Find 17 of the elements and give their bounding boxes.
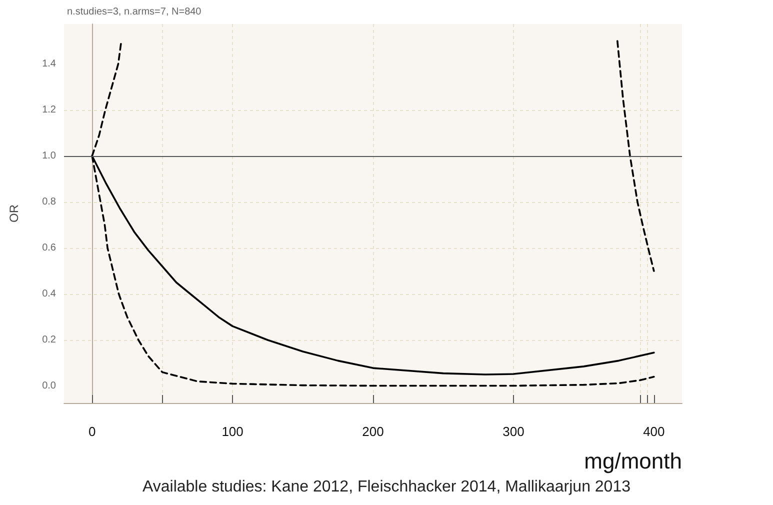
- x-tick-label: 0: [88, 424, 96, 439]
- y-tick-label: 0.6: [42, 242, 56, 254]
- y-tick-label: 1.4: [42, 58, 56, 70]
- chart-title: n.studies=3, n.arms=7, N=840: [67, 6, 202, 18]
- x-tick-label: 100: [222, 424, 244, 439]
- x-tick-label: 300: [502, 424, 524, 439]
- y-tick-label: 0.8: [42, 196, 56, 208]
- y-tick-label: 1.0: [42, 150, 56, 162]
- y-tick-label: 0.2: [42, 334, 56, 346]
- x-tick-label: 200: [362, 424, 384, 439]
- y-tick-label: 1.2: [42, 104, 56, 116]
- x-tick-label: 400: [643, 424, 665, 439]
- y-tick-label: 0.0: [42, 380, 56, 392]
- text: Available studies: Kane 2012, Fleischhacker 2014, Mallikaarjun 2013: [142, 478, 631, 496]
- y-tick-label: 0.4: [42, 288, 56, 300]
- x-axis-title: mg/month: [584, 448, 682, 474]
- y-axis-title: OR: [7, 204, 21, 222]
